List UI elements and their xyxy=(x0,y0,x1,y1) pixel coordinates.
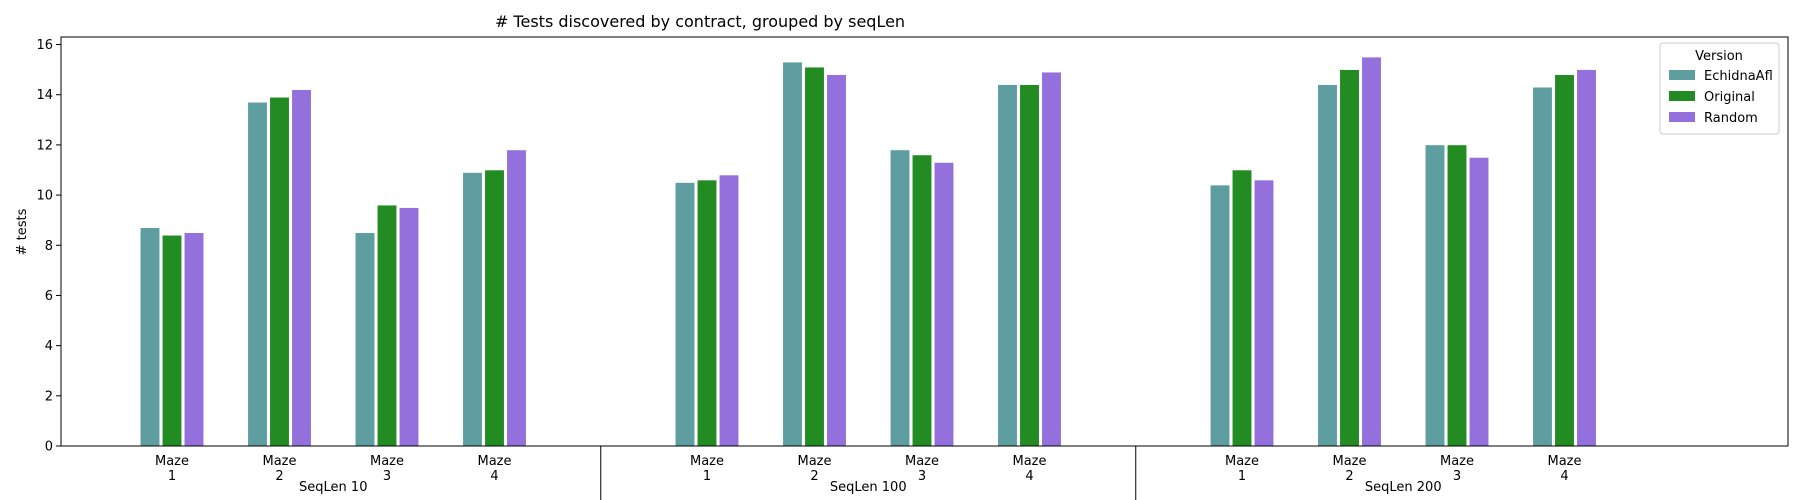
bar-echidnaafl xyxy=(1424,144,1446,447)
group-label: SeqLen 100 xyxy=(830,480,907,495)
group-label: SeqLen 10 xyxy=(299,480,367,495)
bar-echidnaafl xyxy=(354,232,376,447)
bar-echidnaafl xyxy=(139,227,161,447)
x-tick-label: 4 xyxy=(490,469,498,484)
bar-echidnaafl xyxy=(1209,184,1231,447)
bar-random xyxy=(506,149,527,447)
x-tick-label: Maze xyxy=(905,454,939,469)
bar-original xyxy=(269,96,290,447)
bar-original xyxy=(696,179,718,447)
chart-title: # Tests discovered by contract, grouped … xyxy=(495,12,905,31)
bar-echidnaafl xyxy=(1317,84,1338,447)
x-tick-label: 4 xyxy=(1560,469,1568,484)
bar-echidnaafl xyxy=(247,101,268,447)
bar-random xyxy=(398,207,420,447)
x-tick-label: Maze xyxy=(370,454,404,469)
y-tick-label: 14 xyxy=(36,88,53,103)
legend-label-original: Original xyxy=(1704,90,1755,105)
x-tick-label: 3 xyxy=(383,469,391,484)
bar-random xyxy=(183,232,205,447)
y-tick-label: 12 xyxy=(36,138,53,153)
x-tick-label: Maze xyxy=(1332,454,1366,469)
x-tick-label: Maze xyxy=(690,454,724,469)
x-tick-label: 2 xyxy=(1345,469,1353,484)
bar-original xyxy=(1231,169,1253,447)
x-tick-label: 3 xyxy=(1453,469,1461,484)
x-tick-label: Maze xyxy=(1225,454,1259,469)
bar-echidnaafl xyxy=(674,182,696,447)
bar-echidnaafl xyxy=(997,84,1018,447)
bar-random xyxy=(1253,179,1275,447)
legend-swatch-echidnaafl xyxy=(1669,70,1695,80)
bar-original xyxy=(911,154,933,447)
bar-echidnaafl xyxy=(1532,86,1553,447)
y-tick-label: 8 xyxy=(45,239,53,254)
x-tick-label: 2 xyxy=(810,469,818,484)
bar-original xyxy=(804,66,825,447)
x-tick-label: 1 xyxy=(168,469,176,484)
y-axis-label: # tests xyxy=(15,208,30,255)
x-tick-label: Maze xyxy=(262,454,296,469)
bar-echidnaafl xyxy=(462,172,483,447)
y-tick-label: 4 xyxy=(45,339,53,354)
bar-original xyxy=(376,204,398,447)
bar-random xyxy=(933,162,955,447)
legend-box xyxy=(1659,42,1780,135)
bar-original xyxy=(1554,74,1575,447)
x-tick-label: 1 xyxy=(703,469,711,484)
bar-random xyxy=(826,74,847,447)
bar-original xyxy=(161,234,183,447)
bar-random xyxy=(1468,157,1490,447)
x-tick-label: 4 xyxy=(1025,469,1033,484)
x-tick-label: Maze xyxy=(1012,454,1046,469)
y-tick-label: 16 xyxy=(36,38,53,53)
bar-original xyxy=(484,169,505,447)
x-tick-label: Maze xyxy=(1440,454,1474,469)
x-tick-label: 1 xyxy=(1238,469,1246,484)
plot-frame xyxy=(60,36,1789,447)
bar-random xyxy=(1041,71,1062,447)
bar-echidnaafl xyxy=(782,61,803,447)
bar-random xyxy=(1361,56,1382,447)
bar-original xyxy=(1339,69,1360,447)
legend-title: Version xyxy=(1695,49,1743,64)
legend-swatch-random xyxy=(1669,112,1695,122)
bar-echidnaafl xyxy=(889,149,911,447)
x-tick-label: Maze xyxy=(477,454,511,469)
group-label: SeqLen 200 xyxy=(1365,480,1442,495)
x-tick-label: 2 xyxy=(275,469,283,484)
legend-label-echidnaafl: EchidnaAfl xyxy=(1704,69,1773,84)
legend-label-random: Random xyxy=(1704,111,1758,126)
x-tick-label: Maze xyxy=(155,454,189,469)
legend-swatch-original xyxy=(1669,91,1695,101)
y-tick-label: 0 xyxy=(45,440,53,455)
x-tick-label: 3 xyxy=(918,469,926,484)
y-tick-label: 10 xyxy=(36,189,53,204)
legend: Version EchidnaAfl Original Random xyxy=(1659,42,1780,135)
bar-random xyxy=(718,174,740,447)
y-axis: 0 2 4 6 8 10 12 14 16 xyxy=(36,38,61,455)
bar-random xyxy=(291,89,312,447)
y-tick-label: 2 xyxy=(45,389,53,404)
y-tick-label: 6 xyxy=(45,289,53,304)
bar-original xyxy=(1446,144,1468,447)
x-tick-label: Maze xyxy=(1547,454,1581,469)
bars-layer xyxy=(139,56,1597,447)
x-tick-label: Maze xyxy=(797,454,831,469)
bar-random xyxy=(1576,69,1597,447)
bar-original xyxy=(1019,84,1040,447)
